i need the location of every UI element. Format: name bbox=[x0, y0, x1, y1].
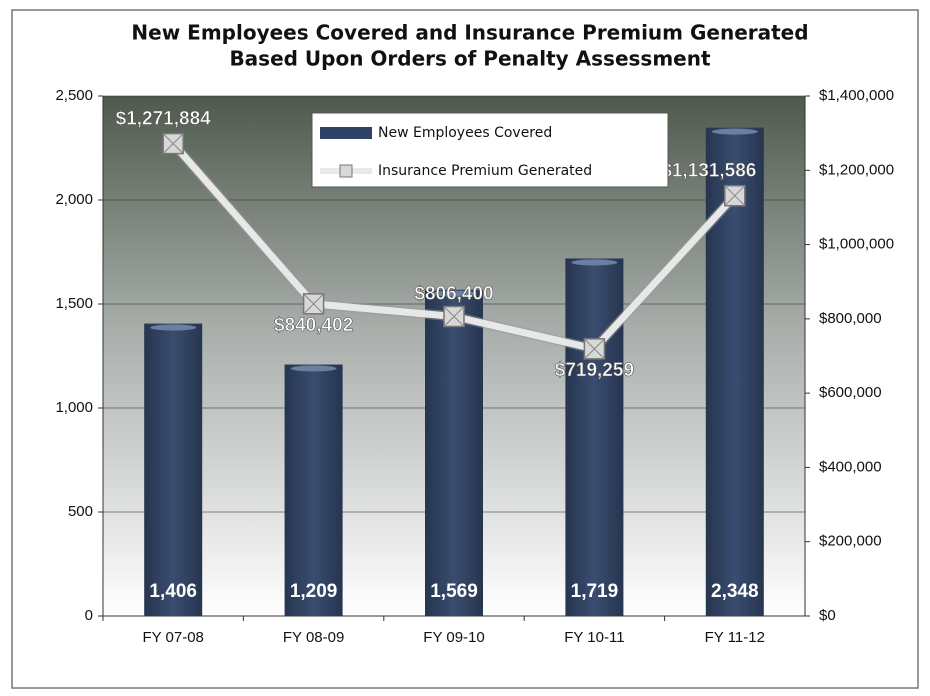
y-tick-label: 2,500 bbox=[55, 87, 93, 104]
y2-tick-label: $200,000 bbox=[819, 533, 882, 550]
x-tick-label: FY 08-09 bbox=[283, 629, 344, 646]
line-value-label: $719,259 bbox=[555, 360, 634, 381]
y-tick-label: 1,500 bbox=[55, 295, 93, 312]
y2-tick-label: $800,000 bbox=[819, 310, 882, 327]
bar-value-label: 2,348 bbox=[711, 581, 759, 602]
marker-facet bbox=[443, 306, 465, 327]
y2-tick-label: $1,200,000 bbox=[819, 161, 894, 178]
marker-facet bbox=[724, 185, 746, 207]
bar bbox=[144, 323, 203, 616]
y-tick-label: 500 bbox=[68, 503, 93, 520]
marker-facet bbox=[584, 338, 605, 360]
y2-tick-label: $1,000,000 bbox=[819, 236, 894, 253]
legend-label: Insurance Premium Generated bbox=[378, 163, 592, 179]
chart-title: Based Upon Orders of Penalty Assessment bbox=[229, 47, 711, 71]
bar-cap bbox=[711, 128, 758, 135]
line-value-label: $1,271,884 bbox=[116, 109, 212, 130]
line-value-label: $1,131,586 bbox=[661, 161, 756, 182]
chart-title: New Employees Covered and Insurance Prem… bbox=[131, 21, 808, 45]
y2-tick-label: $600,000 bbox=[819, 384, 882, 401]
bar-value-label: 1,406 bbox=[149, 581, 197, 602]
y2-tick-label: $400,000 bbox=[819, 458, 882, 475]
bar bbox=[284, 364, 343, 616]
marker-facet bbox=[303, 293, 324, 315]
legend-label: New Employees Covered bbox=[378, 125, 552, 141]
bar-value-label: 1,719 bbox=[571, 581, 619, 602]
bar-value-label: 1,569 bbox=[430, 581, 478, 602]
y-tick-label: 1,000 bbox=[55, 399, 93, 416]
bar bbox=[705, 127, 764, 616]
bar-value-label: 1,209 bbox=[290, 581, 338, 602]
bar bbox=[565, 258, 624, 616]
legend-box bbox=[311, 112, 669, 188]
legend-swatch bbox=[320, 127, 372, 139]
bar-cap bbox=[431, 290, 477, 297]
x-tick-label: FY 10-11 bbox=[564, 629, 624, 646]
line-value-label: $806,400 bbox=[414, 283, 493, 304]
y2-tick-label: $0 bbox=[819, 607, 836, 624]
marker-facet bbox=[162, 133, 184, 154]
frame bbox=[11, 9, 919, 689]
bar bbox=[425, 289, 483, 616]
line-value-label: $840,402 bbox=[274, 315, 353, 336]
legend-swatch bbox=[339, 164, 353, 178]
y2-tick-label: $1,400,000 bbox=[819, 87, 894, 104]
x-tick-label: FY 09-10 bbox=[423, 629, 484, 646]
bar-cap bbox=[150, 324, 197, 331]
y-tick-label: 0 bbox=[85, 607, 93, 624]
bar-cap bbox=[290, 365, 337, 372]
x-tick-label: FY 11-12 bbox=[705, 629, 765, 646]
bar-cap bbox=[571, 259, 618, 266]
y-tick-label: 2,000 bbox=[55, 191, 93, 208]
x-tick-label: FY 07-08 bbox=[142, 629, 203, 646]
